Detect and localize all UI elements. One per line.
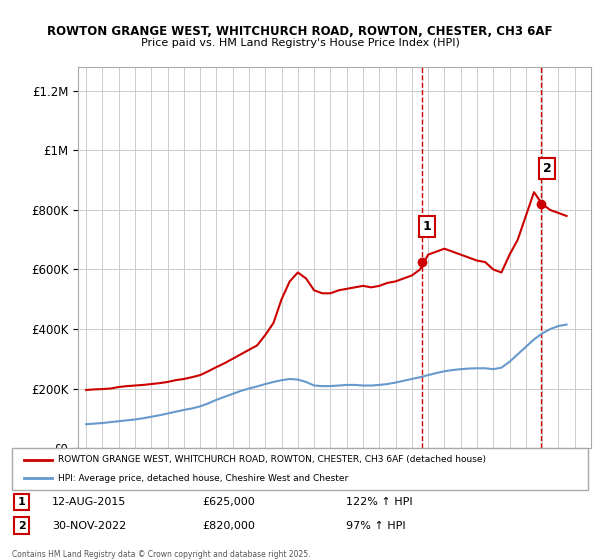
FancyBboxPatch shape [12,448,588,490]
Text: Contains HM Land Registry data © Crown copyright and database right 2025.
This d: Contains HM Land Registry data © Crown c… [12,550,311,560]
Text: 1: 1 [18,497,26,507]
Text: £625,000: £625,000 [202,497,255,507]
Text: ROWTON GRANGE WEST, WHITCHURCH ROAD, ROWTON, CHESTER, CH3 6AF: ROWTON GRANGE WEST, WHITCHURCH ROAD, ROW… [47,25,553,38]
Text: Price paid vs. HM Land Registry's House Price Index (HPI): Price paid vs. HM Land Registry's House … [140,38,460,48]
Text: 2: 2 [18,521,26,530]
Text: 2: 2 [543,162,552,175]
Text: HPI: Average price, detached house, Cheshire West and Chester: HPI: Average price, detached house, Ches… [58,474,349,483]
Text: 1: 1 [422,220,431,233]
Text: ROWTON GRANGE WEST, WHITCHURCH ROAD, ROWTON, CHESTER, CH3 6AF (detached house): ROWTON GRANGE WEST, WHITCHURCH ROAD, ROW… [58,455,486,464]
Text: 30-NOV-2022: 30-NOV-2022 [52,521,127,530]
Text: 122% ↑ HPI: 122% ↑ HPI [346,497,413,507]
Text: 97% ↑ HPI: 97% ↑ HPI [346,521,406,530]
Text: 12-AUG-2015: 12-AUG-2015 [52,497,127,507]
Text: £820,000: £820,000 [202,521,255,530]
